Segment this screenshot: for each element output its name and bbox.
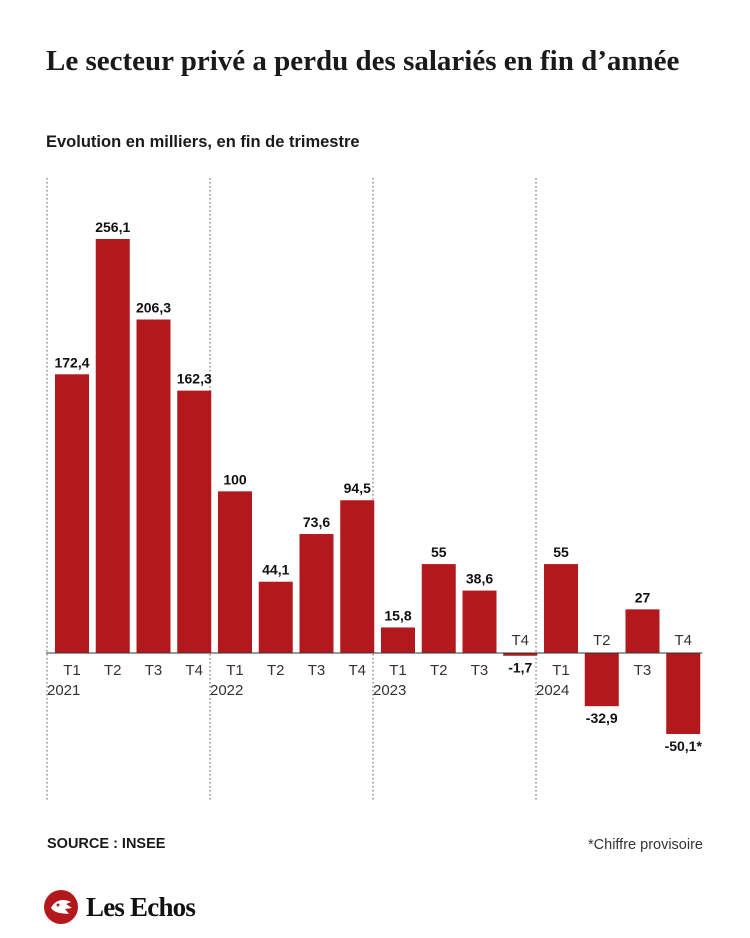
bar [218, 491, 252, 653]
value-label: 100 [223, 471, 247, 487]
bar [462, 590, 497, 653]
bar [95, 239, 130, 653]
value-label: -32,9 [586, 710, 618, 726]
bar [136, 319, 171, 653]
year-label: 2022 [210, 682, 243, 699]
value-label: 73,6 [303, 514, 330, 530]
tick-label: T2 [430, 662, 448, 679]
year-label: 2024 [536, 682, 569, 699]
bar [177, 390, 212, 653]
bar [625, 609, 660, 653]
value-label: -50,1* [665, 738, 703, 754]
tick-label: T1 [389, 662, 407, 679]
value-label: 162,3 [177, 371, 212, 387]
tick-label: T4 [348, 662, 366, 679]
chart-subtitle: Evolution en milliers, en fin de trimest… [46, 133, 360, 151]
value-label: 55 [553, 544, 569, 560]
tick-label: T2 [104, 662, 122, 679]
tick-label: T3 [471, 662, 489, 679]
value-label: 256,1 [95, 219, 130, 235]
bar [340, 500, 375, 653]
bar [258, 581, 293, 653]
tick-label: T3 [145, 662, 163, 679]
bar [666, 653, 701, 734]
tick-label: T4 [511, 632, 529, 649]
tick-label: T3 [634, 662, 652, 679]
bar [584, 653, 619, 707]
bar [421, 564, 456, 653]
tick-label: T4 [185, 662, 203, 679]
tick-label: T4 [674, 632, 692, 649]
value-label: 27 [635, 589, 651, 605]
bar-chart: 172,4 256,1 206,3 162,3 100 44,1 73,6 94,5 15,8 5… [46, 178, 703, 800]
tick-label: T3 [308, 662, 326, 679]
tick-label: T1 [63, 662, 81, 679]
brand-logo[interactable]: Les Echos [44, 887, 196, 927]
value-label: 38,6 [466, 571, 493, 587]
tick-label: T2 [593, 632, 611, 649]
value-label: 15,8 [384, 607, 411, 623]
value-label: 55 [431, 544, 447, 560]
value-label: 94,5 [344, 480, 371, 496]
bar [381, 627, 415, 653]
value-label: 206,3 [136, 300, 171, 316]
year-label: 2021 [47, 682, 80, 699]
bar [55, 374, 89, 653]
tick-label: T2 [267, 662, 285, 679]
footnote: *Chiffre provisoire [588, 837, 703, 853]
value-label: 44,1 [262, 562, 289, 578]
source-label: SOURCE : INSEE [47, 836, 166, 852]
year-label: 2023 [373, 682, 406, 699]
les-echos-logo-icon [44, 890, 78, 924]
tick-label: T1 [552, 662, 570, 679]
value-label: -1,7 [508, 660, 532, 676]
tick-label: T1 [226, 662, 244, 679]
chart-title: Le secteur privé a perdu des salariés en… [46, 45, 680, 77]
bar [299, 534, 334, 653]
value-label: 172,4 [54, 354, 89, 370]
brand-name: Les Echos [86, 891, 196, 922]
bar [503, 653, 538, 656]
bar [544, 564, 578, 653]
